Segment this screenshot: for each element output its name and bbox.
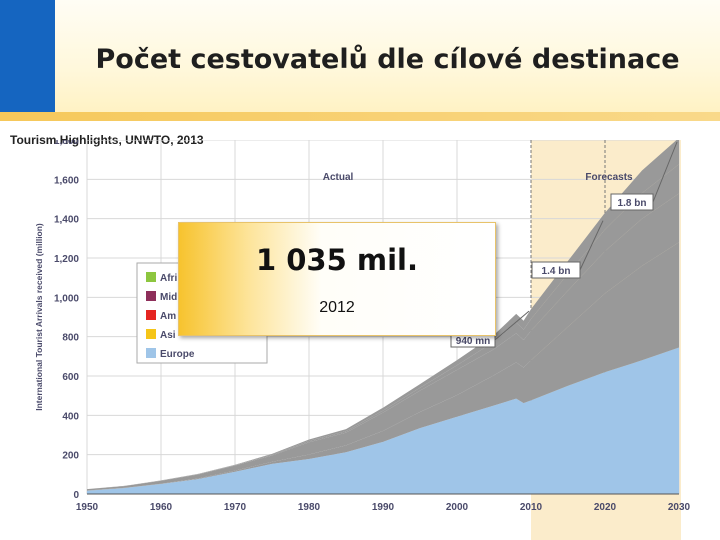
x-tick-label: 2020 bbox=[594, 502, 617, 513]
legend-swatch bbox=[146, 329, 156, 339]
panel-label-forecasts: Forecasts bbox=[585, 172, 633, 183]
x-tick-label: 1950 bbox=[76, 502, 99, 513]
legend-swatch bbox=[146, 291, 156, 301]
arrivals-chart: 0 200 400 600 800 1,000 1,200 1,400 1,600 1,800 19… bbox=[34, 140, 691, 540]
y-tick-label: 600 bbox=[62, 372, 79, 383]
y-tick-label: 1,200 bbox=[54, 254, 79, 265]
legend-label: Asi bbox=[160, 330, 176, 341]
annotation-label: 1.8 bn bbox=[618, 198, 647, 209]
callout-value: 1 035 mil. bbox=[255, 243, 419, 277]
x-tick-label: 2010 bbox=[520, 502, 543, 513]
annotation-box bbox=[531, 261, 581, 279]
legend-label: Afri bbox=[160, 273, 177, 284]
annotation-leader bbox=[652, 141, 678, 203]
y-tick-label: 1,400 bbox=[54, 215, 79, 226]
title-accent-block bbox=[0, 0, 55, 112]
legend-swatch bbox=[146, 272, 156, 282]
legend-label: Europe bbox=[160, 349, 195, 360]
x-tick-label: 2030 bbox=[668, 502, 691, 513]
y-tick-label: 1,600 bbox=[54, 175, 79, 186]
legend-swatch bbox=[146, 310, 156, 320]
x-tick-label: 1980 bbox=[298, 502, 321, 513]
series-area-europe bbox=[87, 347, 679, 494]
callout-box: 1 035 mil. 2012 bbox=[178, 222, 496, 336]
y-tick-label: 1,800 bbox=[54, 140, 79, 147]
y-tick-label: 200 bbox=[62, 451, 79, 462]
y-tick-label: 400 bbox=[62, 411, 79, 422]
x-tick-label: 1970 bbox=[224, 502, 247, 513]
title-underline-bar bbox=[0, 112, 720, 121]
x-tick-label: 2000 bbox=[446, 502, 469, 513]
annotation-leader bbox=[579, 220, 604, 271]
title-band bbox=[55, 0, 720, 112]
y-tick-label: 1,000 bbox=[54, 293, 79, 304]
panel-label-actual: Actual bbox=[323, 172, 354, 183]
annotation-label: 1.4 bn bbox=[542, 266, 571, 277]
y-axis-label: International Tourist Arrivals received … bbox=[34, 223, 44, 411]
y-tick-label: 800 bbox=[62, 333, 79, 344]
series-area-asi bbox=[87, 242, 679, 491]
legend-swatch bbox=[146, 348, 156, 358]
annotation-label: 940 mn bbox=[456, 336, 490, 347]
legend-label: Mid bbox=[160, 292, 177, 303]
y-tick-label: 0 bbox=[73, 490, 79, 501]
x-tick-label: 1960 bbox=[150, 502, 173, 513]
annotation-leader bbox=[494, 310, 530, 341]
legend-label: Am bbox=[160, 311, 176, 322]
x-tick-label: 1990 bbox=[372, 502, 395, 513]
annotation-box bbox=[610, 193, 654, 211]
slide-title: Počet cestovatelů dle cílové destinace bbox=[95, 44, 680, 75]
callout-year: 2012 bbox=[319, 299, 355, 316]
